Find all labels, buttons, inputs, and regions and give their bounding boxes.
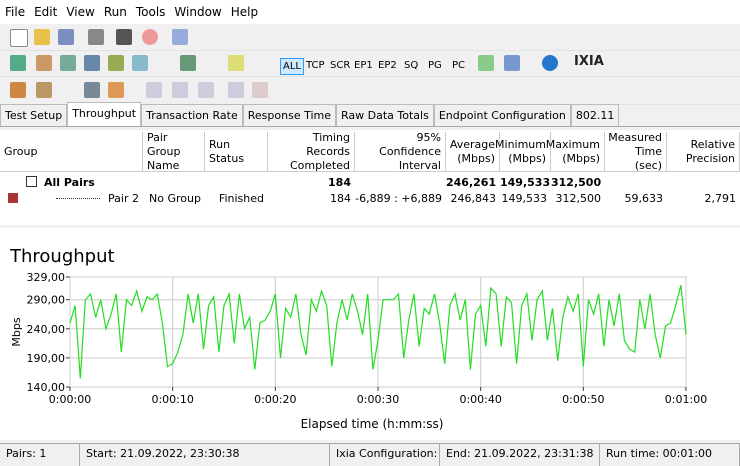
table-cell: 184 [328, 176, 351, 189]
throughput-chart: Throughput Elapsed time (h:mm:ss) Mbps 1… [0, 228, 740, 440]
status-field: Ixia Configuration: [330, 444, 440, 466]
tab[interactable]: Transaction Rate [141, 104, 243, 126]
tab[interactable]: Throughput [67, 102, 142, 126]
column-header-text: 95% Confidence Interval [379, 130, 441, 172]
pair-icon [8, 193, 18, 203]
menu-item[interactable]: Run [103, 5, 127, 19]
chart-title: Throughput [9, 246, 115, 267]
column-header[interactable]: Group [0, 132, 143, 172]
x-tick-label: 0:00:50 [562, 393, 604, 406]
status-bar: Pairs: 1 Start: 21.09.2022, 23:30:38 Ixia … [0, 443, 740, 466]
x-tick-label: 0:00:20 [254, 393, 296, 406]
toolbar-button[interactable]: EP2 [378, 60, 397, 71]
column-header-text: Timing Records Completed [290, 130, 350, 172]
table-cell: 149,533 [500, 176, 551, 189]
column-header-text: Maximum (Mbps) [545, 137, 600, 165]
menu-bar: File Edit View Run Tools Window Help [0, 0, 740, 24]
table-cell: Finished [218, 192, 264, 205]
x-tick-label: 0:01:00 [665, 393, 707, 406]
y-tick-label: 240,00 [27, 323, 66, 336]
menu-item[interactable]: Tools [135, 5, 166, 19]
status-field: Pairs: 1 [0, 444, 80, 466]
menu-item[interactable]: Window [174, 5, 222, 19]
table-cell: 59,633 [624, 192, 664, 205]
table-cell: 312,500 [551, 176, 602, 189]
tab[interactable]: Response Time [242, 104, 336, 126]
column-header[interactable]: Minimum (Mbps) [495, 132, 551, 172]
x-tick-label: 0:00:40 [459, 393, 501, 406]
table-cell: 246,843 [450, 192, 497, 205]
y-tick-label: 190,00 [27, 352, 66, 365]
column-header[interactable]: Maximum (Mbps) [546, 132, 605, 172]
y-axis-label: Mbps [10, 317, 23, 346]
toolbar-button[interactable]: SCR [330, 60, 351, 71]
tab-bar: Test Setup Throughput Transaction Rate Resp… [0, 102, 740, 127]
column-header[interactable]: 95% Confidence Interval [355, 130, 446, 172]
toolbar-button[interactable]: SQ [404, 60, 419, 71]
tab[interactable]: Test Setup [0, 104, 68, 126]
menu-item[interactable]: View [66, 5, 95, 19]
table-cell: 246,261 [446, 176, 497, 189]
column-header[interactable]: Measured Time (sec) [605, 130, 667, 172]
table-cell: -6,889 : +6,889 [355, 192, 442, 205]
pair-line [56, 198, 100, 199]
column-header-text: Group [4, 144, 38, 158]
column-header[interactable]: Average (Mbps) [446, 132, 500, 172]
menu-item[interactable]: Edit [34, 5, 58, 19]
toolbar [0, 76, 740, 105]
tab[interactable]: Endpoint Configuration [433, 104, 571, 126]
toolbar-button[interactable]: EP1 [354, 60, 373, 71]
table-cell: 2,791 [704, 192, 737, 205]
tab[interactable]: Raw Data Totals [336, 104, 434, 126]
column-header-text: Relative Precision [685, 137, 735, 165]
y-tick-label: 140,00 [27, 381, 66, 394]
column-header-text: Pair Group Name [147, 130, 181, 172]
results-table: Group Pair Group Name Run Status Timing Rec… [0, 130, 740, 225]
x-axis-label: Elapsed time (h:mm:ss) [301, 417, 444, 431]
data-line [69, 284, 687, 379]
table-cell: 149,533 [501, 192, 548, 205]
menu-item[interactable]: File [5, 5, 26, 19]
tab[interactable]: 802.11 [570, 104, 620, 126]
status-field: Start: 21.09.2022, 23:30:38 [80, 444, 330, 466]
y-tick-label: 290,00 [27, 294, 66, 307]
toolbar-button[interactable]: ALL [280, 58, 304, 75]
expand-icon[interactable] [26, 176, 37, 187]
column-header-text: Measured Time (sec) [608, 130, 662, 172]
menu-item[interactable]: Help [230, 5, 259, 19]
table-cell: No Group [149, 192, 201, 205]
table-cell: All Pairs [44, 176, 95, 189]
toolbar-button[interactable]: PG [428, 60, 442, 71]
table-cell: 184 [330, 192, 351, 205]
table-cell: Pair 2 [108, 192, 139, 205]
x-tick-label: 0:00:30 [357, 393, 399, 406]
x-tick-label: 0:00:10 [151, 393, 193, 406]
x-tick-label: 0:00:00 [49, 393, 91, 406]
status-field: End: 21.09.2022, 23:31:38 [440, 444, 600, 466]
column-header-text: Average (Mbps) [449, 137, 495, 165]
column-header[interactable]: Pair Group Name [143, 130, 205, 172]
logo: IXIA [574, 54, 604, 69]
toolbar: ALL TCP SCR EP1 EP2 SQ PG PC IXIA [0, 50, 740, 77]
toolbar [0, 24, 740, 51]
column-header[interactable]: Relative Precision [667, 132, 740, 172]
column-header[interactable]: Run Status [205, 132, 268, 172]
column-header-text: Run Status [209, 137, 245, 165]
status-field: Run time: 00:01:00 [600, 444, 740, 466]
column-header[interactable]: Timing Records Completed [268, 130, 355, 172]
column-header-text: Minimum (Mbps) [495, 137, 546, 165]
toolbar-button[interactable]: PC [452, 60, 466, 71]
y-tick-label: 329,00 [27, 271, 66, 284]
toolbar-button[interactable]: TCP [306, 60, 325, 71]
table-cell: 312,500 [555, 192, 602, 205]
